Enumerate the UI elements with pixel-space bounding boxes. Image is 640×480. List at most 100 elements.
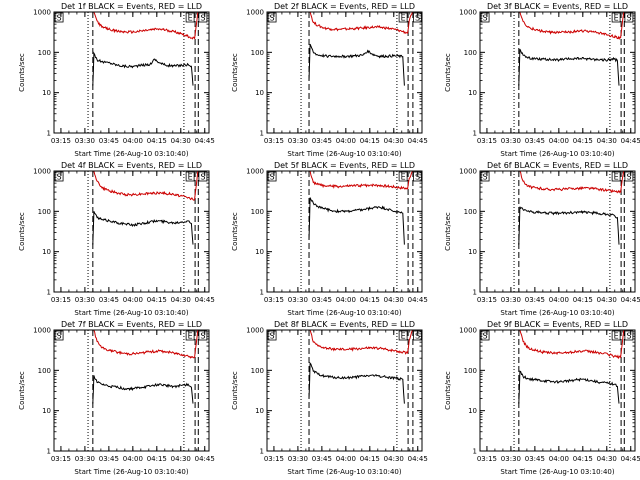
y-tick-label: 10 <box>255 89 264 97</box>
plot-title: Det 9f BLACK = Events, RED = LLD <box>487 320 628 329</box>
lld-series-line <box>309 12 413 35</box>
marker-box <box>267 171 277 182</box>
start-marker-label: S <box>200 14 205 23</box>
end-marker-label: E <box>401 332 406 341</box>
y-tick-label: 1 <box>260 130 264 138</box>
x-tick-label: 04:30 <box>384 137 404 145</box>
y-tick-label: 100 <box>464 208 477 216</box>
marker-box <box>624 171 634 182</box>
y-tick-label: 1 <box>47 130 51 138</box>
x-tick-label: 04:30 <box>171 455 191 463</box>
lld-series-line <box>309 330 413 355</box>
y-tick-label: 10 <box>42 248 51 256</box>
marker-box <box>198 171 208 182</box>
marker-box <box>185 12 195 23</box>
x-tick-label: 04:15 <box>147 455 167 463</box>
y-tick-label: 1000 <box>459 327 477 335</box>
y-tick-label: 100 <box>251 49 264 57</box>
x-tick-label: 03:30 <box>288 296 308 304</box>
x-tick-label: 03:45 <box>312 455 332 463</box>
y-axis-label: Counts/sec <box>444 371 452 410</box>
x-tick-label: 03:30 <box>75 455 95 463</box>
x-tick-label: 04:00 <box>123 137 143 145</box>
x-tick-label: 04:00 <box>336 137 356 145</box>
x-axis-label: Start Time (26-Aug-10 03:10:40) <box>287 309 401 317</box>
events-series-line <box>92 51 194 86</box>
plot-title: Det 7f BLACK = Events, RED = LLD <box>61 320 202 329</box>
x-tick-label: 04:45 <box>195 455 215 463</box>
start-marker-label: S <box>415 173 420 182</box>
plot-frame <box>266 329 423 452</box>
x-tick-label: 04:45 <box>621 296 640 304</box>
x-tick-label: 03:15 <box>477 455 497 463</box>
detector-panel: Det 1f BLACK = Events, RED = LLD Counts/s… <box>18 2 215 158</box>
plot-title: Det 4f BLACK = Events, RED = LLD <box>61 161 202 170</box>
y-axis-label: Counts/sec <box>18 53 26 92</box>
lld-series-line <box>518 330 625 360</box>
x-tick-label: 03:45 <box>312 296 332 304</box>
events-series-line <box>518 206 620 245</box>
x-axis-label: Start Time (26-Aug-10 03:10:40) <box>74 309 188 317</box>
marker-box <box>185 171 195 182</box>
x-tick-label: 03:30 <box>501 296 521 304</box>
lld-series-line <box>92 12 199 41</box>
y-axis-label: Counts/sec <box>231 212 239 251</box>
x-tick-label: 03:15 <box>477 296 497 304</box>
start-marker-label: S <box>626 14 631 23</box>
y-tick-label: 1 <box>260 289 264 297</box>
detector-panel: Det 6f BLACK = Events, RED = LLD Counts/s… <box>444 161 640 317</box>
start-marker-label: S <box>200 173 205 182</box>
marker-box <box>198 12 208 23</box>
y-tick-label: 1000 <box>246 168 264 176</box>
detector-panel: Det 2f BLACK = Events, RED = LLD Counts/s… <box>231 2 428 158</box>
y-tick-label: 10 <box>255 407 264 415</box>
y-tick-label: 100 <box>251 208 264 216</box>
x-tick-label: 03:45 <box>525 455 545 463</box>
marker-box <box>480 171 490 182</box>
x-tick-label: 04:00 <box>336 296 356 304</box>
plot-title: Det 5f BLACK = Events, RED = LLD <box>274 161 415 170</box>
y-tick-label: 100 <box>38 367 51 375</box>
marker-box <box>398 12 408 23</box>
detector-panel: Det 8f BLACK = Events, RED = LLD Counts/s… <box>231 320 428 476</box>
events-series-line <box>92 375 194 404</box>
marker-box <box>413 12 422 23</box>
marker-box <box>54 171 64 182</box>
x-tick-label: 03:45 <box>525 137 545 145</box>
y-tick-label: 10 <box>42 89 51 97</box>
x-tick-label: 03:15 <box>51 137 71 145</box>
marker-box <box>54 330 64 341</box>
y-tick-label: 10 <box>42 407 51 415</box>
marker-box <box>398 171 408 182</box>
x-axis-label: Start Time (26-Aug-10 03:10:40) <box>500 309 614 317</box>
x-tick-label: 03:15 <box>264 455 284 463</box>
x-tick-label: 04:30 <box>597 137 617 145</box>
x-tick-label: 04:30 <box>384 455 404 463</box>
start-marker-label: S <box>483 173 488 182</box>
y-tick-label: 1 <box>473 289 477 297</box>
plot-frame <box>479 329 636 452</box>
marker-box <box>198 330 208 341</box>
x-tick-label: 04:00 <box>549 296 569 304</box>
plot-frame <box>479 11 636 134</box>
lld-series-line <box>518 12 625 41</box>
plot-frame <box>479 170 636 293</box>
x-tick-label: 04:00 <box>336 455 356 463</box>
start-marker-label: S <box>57 332 62 341</box>
x-tick-label: 03:45 <box>312 137 332 145</box>
y-tick-label: 1 <box>47 448 51 456</box>
marker-box <box>398 330 408 341</box>
end-marker-label: E <box>188 14 193 23</box>
marker-box <box>267 12 277 23</box>
x-tick-label: 04:45 <box>195 137 215 145</box>
y-tick-label: 1 <box>473 130 477 138</box>
lld-series-line <box>92 171 199 201</box>
plot-frame <box>53 170 210 293</box>
x-tick-label: 04:00 <box>123 296 143 304</box>
x-tick-label: 04:30 <box>171 137 191 145</box>
x-tick-label: 04:30 <box>597 455 617 463</box>
y-tick-label: 100 <box>38 49 51 57</box>
x-tick-label: 03:15 <box>264 137 284 145</box>
plot-frame <box>266 11 423 134</box>
